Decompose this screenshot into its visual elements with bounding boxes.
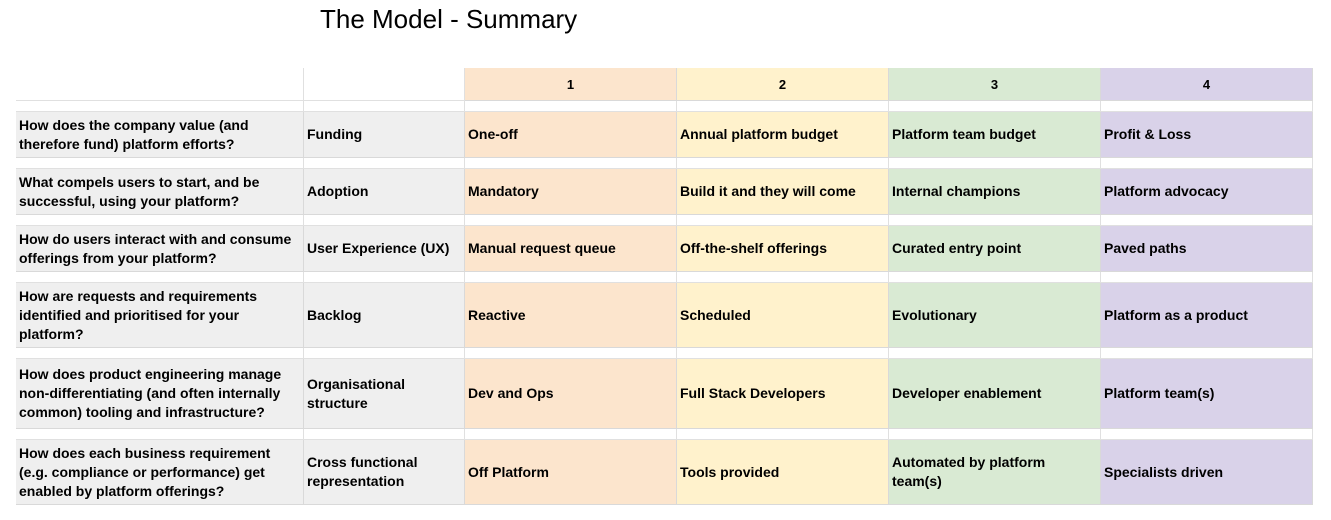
stage-cell: Platform advocacy bbox=[1101, 169, 1313, 215]
spacer bbox=[889, 348, 1101, 359]
header-empty bbox=[16, 68, 304, 101]
stage-cell: Specialists driven bbox=[1101, 440, 1313, 505]
stage-cell: One-off bbox=[465, 112, 677, 158]
stage-cell: Developer enablement bbox=[889, 359, 1101, 429]
spacer bbox=[465, 348, 677, 359]
spacer bbox=[465, 101, 677, 112]
stage-cell: Automated by platform team(s) bbox=[889, 440, 1101, 505]
spacer bbox=[889, 158, 1101, 169]
question: How does product engineering manage non-… bbox=[16, 359, 304, 429]
question: How does each business requirement (e.g.… bbox=[16, 440, 304, 505]
dimension: Organisational structure bbox=[304, 359, 465, 429]
spacer bbox=[677, 215, 889, 226]
column-header: 3 bbox=[889, 68, 1101, 101]
spacer bbox=[677, 429, 889, 440]
dimension: Cross functional representation bbox=[304, 440, 465, 505]
dimension: User Experience (UX) bbox=[304, 226, 465, 272]
spacer bbox=[16, 215, 304, 226]
question: How are requests and requirements identi… bbox=[16, 283, 304, 348]
spacer bbox=[465, 158, 677, 169]
spacer bbox=[304, 101, 465, 112]
spacer bbox=[1101, 215, 1313, 226]
column-header: 2 bbox=[677, 68, 889, 101]
spacer bbox=[16, 272, 304, 283]
dimension: Backlog bbox=[304, 283, 465, 348]
stage-cell: Scheduled bbox=[677, 283, 889, 348]
spacer bbox=[304, 348, 465, 359]
stage-cell: Evolutionary bbox=[889, 283, 1101, 348]
dimension: Funding bbox=[304, 112, 465, 158]
dimension: Adoption bbox=[304, 169, 465, 215]
stage-cell: Annual platform budget bbox=[677, 112, 889, 158]
question: How does the company value (and therefor… bbox=[16, 112, 304, 158]
spacer bbox=[16, 429, 304, 440]
stage-cell: Off-the-shelf offerings bbox=[677, 226, 889, 272]
stage-cell: Paved paths bbox=[1101, 226, 1313, 272]
stage-cell: Platform as a product bbox=[1101, 283, 1313, 348]
stage-cell: Platform team(s) bbox=[1101, 359, 1313, 429]
stage-cell: Platform team budget bbox=[889, 112, 1101, 158]
spacer bbox=[304, 215, 465, 226]
column-header: 1 bbox=[465, 68, 677, 101]
spacer bbox=[677, 272, 889, 283]
stage-cell: Build it and they will come bbox=[677, 169, 889, 215]
title: The Model - Summary bbox=[320, 4, 578, 34]
stage-cell: Tools provided bbox=[677, 440, 889, 505]
question: What compels users to start, and be succ… bbox=[16, 169, 304, 215]
question: How do users interact with and consume o… bbox=[16, 226, 304, 272]
stage-cell: Mandatory bbox=[465, 169, 677, 215]
column-header: 4 bbox=[1101, 68, 1313, 101]
spacer bbox=[1101, 348, 1313, 359]
spacer bbox=[677, 101, 889, 112]
stage-cell: Reactive bbox=[465, 283, 677, 348]
spacer bbox=[465, 215, 677, 226]
spacer bbox=[16, 348, 304, 359]
spacer bbox=[1101, 429, 1313, 440]
stage-cell: Full Stack Developers bbox=[677, 359, 889, 429]
spacer bbox=[889, 272, 1101, 283]
stage-cell: Dev and Ops bbox=[465, 359, 677, 429]
spacer bbox=[16, 101, 304, 112]
spacer bbox=[677, 348, 889, 359]
spacer bbox=[465, 429, 677, 440]
spacer bbox=[1101, 272, 1313, 283]
stage-cell: Curated entry point bbox=[889, 226, 1101, 272]
spacer bbox=[677, 158, 889, 169]
spacer bbox=[304, 429, 465, 440]
stage-cell: Off Platform bbox=[465, 440, 677, 505]
stage-cell: Manual request queue bbox=[465, 226, 677, 272]
spacer bbox=[1101, 158, 1313, 169]
spacer bbox=[304, 272, 465, 283]
spacer bbox=[16, 158, 304, 169]
stage-cell: Internal champions bbox=[889, 169, 1101, 215]
header-empty bbox=[304, 68, 465, 101]
spacer bbox=[1101, 101, 1313, 112]
spacer bbox=[889, 101, 1101, 112]
spacer bbox=[304, 158, 465, 169]
spacer bbox=[465, 272, 677, 283]
spacer bbox=[889, 215, 1101, 226]
spacer bbox=[889, 429, 1101, 440]
stage-cell: Profit & Loss bbox=[1101, 112, 1313, 158]
